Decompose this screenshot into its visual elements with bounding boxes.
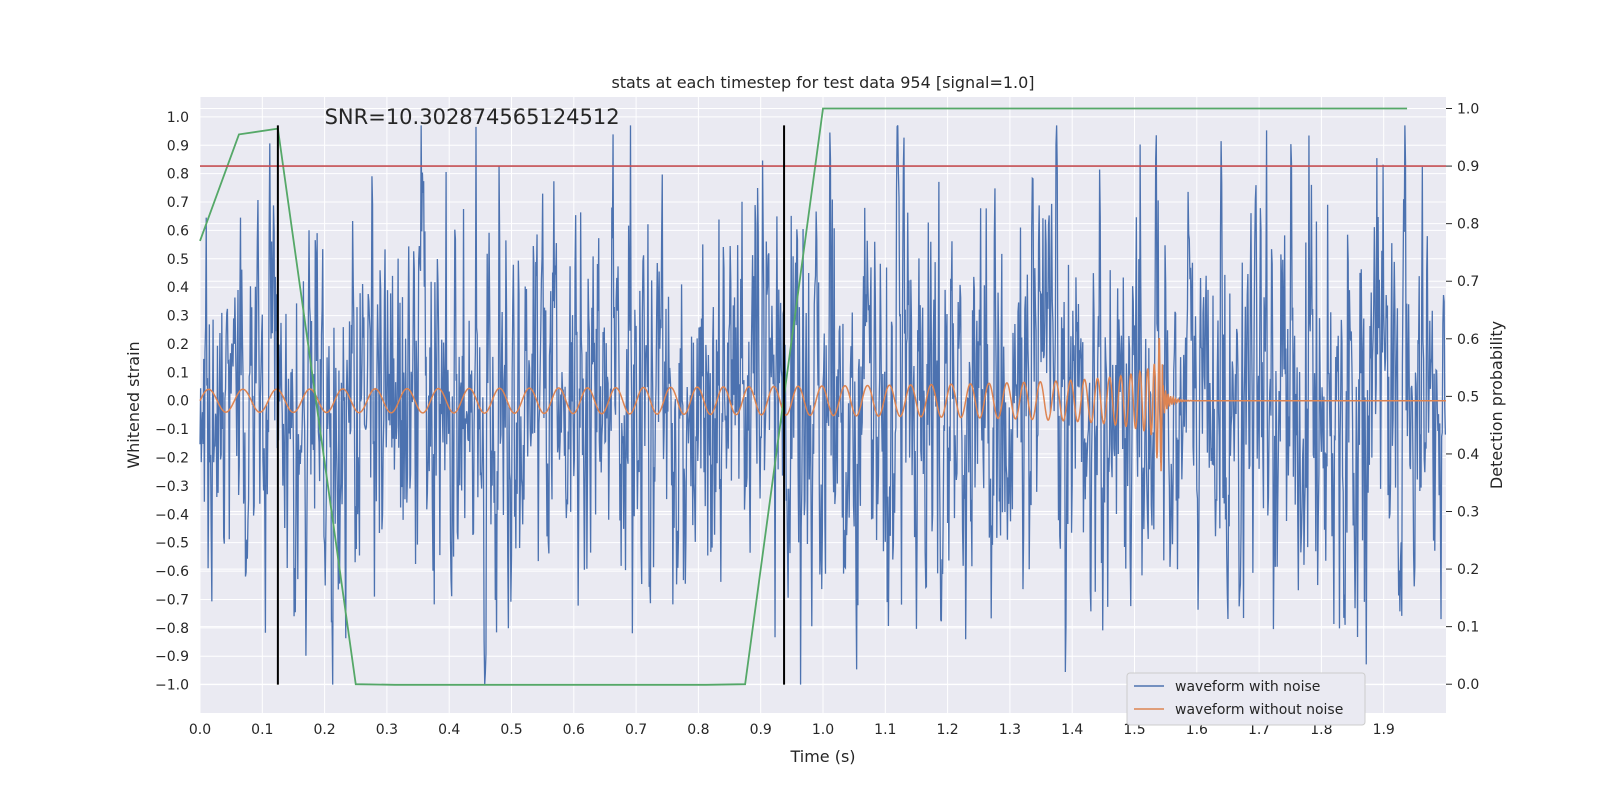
- x-tick-label: 0.2: [313, 722, 335, 738]
- x-tick-label: 0.9: [750, 722, 772, 738]
- left-y-tick-label: 0.3: [167, 309, 189, 325]
- x-tick-label: 1.5: [1123, 722, 1145, 738]
- x-tick-label: 0.8: [687, 722, 709, 738]
- x-tick-label: 1.1: [874, 722, 896, 738]
- series-waveform-with-noise: [199, 125, 1447, 685]
- left-y-tick-label: 0.9: [167, 138, 189, 154]
- right-y-tick-label: 0.6: [1457, 332, 1479, 348]
- snr-annotation: SNR=10.302874565124512: [325, 105, 620, 129]
- x-axis-label: Time (s): [789, 747, 855, 766]
- x-tick-label: 0.6: [563, 722, 585, 738]
- x-tick-label: 0.4: [438, 722, 460, 738]
- left-y-tick-label: −0.9: [155, 649, 189, 665]
- x-tick-label: 0.5: [500, 722, 522, 738]
- right-y-tick-label: 0.3: [1457, 505, 1479, 521]
- left-y-tick-label: 0.8: [167, 167, 189, 183]
- right-y-axis-label: Detection probability: [1487, 321, 1506, 489]
- right-y-tick-label: 0.2: [1457, 562, 1479, 578]
- x-tick-label: 1.9: [1373, 722, 1395, 738]
- x-tick-label: 0.3: [376, 722, 398, 738]
- x-tick-label: 0.1: [251, 722, 273, 738]
- left-y-tick-label: 0.0: [167, 394, 189, 410]
- right-y-tick-label: 1.0: [1457, 102, 1479, 118]
- series-layer: [199, 107, 1447, 686]
- left-y-tick-label: 0.7: [167, 195, 189, 211]
- x-tick-label: 0.0: [189, 722, 211, 738]
- right-y-tick-label: 0.4: [1457, 447, 1479, 463]
- left-y-tick-label: −0.4: [155, 507, 189, 523]
- x-tick-label: 1.3: [999, 722, 1021, 738]
- left-axis: −1.0 −0.9 −0.8 −0.7 −0.6 −0.5 −0.4 −0.3 −0.2 −0.1…: [155, 110, 189, 694]
- left-y-tick-label: −1.0: [155, 678, 189, 694]
- left-y-axis-label: Whitened strain: [124, 341, 143, 468]
- series-detection-probability: [199, 107, 1408, 686]
- x-tick-label: 1.2: [936, 722, 958, 738]
- legend: waveform with noise waveform without noi…: [1126, 672, 1366, 726]
- left-y-tick-label: −0.6: [155, 564, 189, 580]
- legend-label-clean: waveform without noise: [1175, 702, 1343, 718]
- left-y-tick-label: 0.6: [167, 223, 189, 239]
- right-y-tick-label: 0.1: [1457, 620, 1479, 636]
- left-y-tick-label: 0.5: [167, 252, 189, 268]
- left-y-tick-label: 0.1: [167, 365, 189, 381]
- x-tick-label: 1.6: [1186, 722, 1208, 738]
- legend-box: [1126, 672, 1366, 726]
- right-axis: 0.0 0.1 0.2 0.3 0.4 0.5 0.6 0.7 0.8 0.9 1.0: [1446, 102, 1479, 693]
- left-y-tick-label: −0.3: [155, 479, 189, 495]
- grid: [199, 97, 1446, 713]
- chart-title: stats at each timestep for test data 954…: [611, 73, 1034, 92]
- x-tick-label: 1.8: [1310, 722, 1332, 738]
- x-tick-label: 0.7: [625, 722, 647, 738]
- right-y-tick-label: 0.7: [1457, 274, 1479, 290]
- right-y-tick-label: 0.9: [1457, 159, 1479, 175]
- bottom-axis: 0.0 0.1 0.2 0.3 0.4 0.5 0.6 0.7 0.8 0.9 1.0 1.1 1.2 1…: [189, 722, 1395, 738]
- left-y-tick-label: −0.8: [155, 621, 189, 637]
- right-y-tick-label: 0.0: [1457, 677, 1479, 693]
- legend-label-noise: waveform with noise: [1175, 679, 1320, 695]
- x-tick-label: 1.7: [1248, 722, 1270, 738]
- x-tick-label: 1.0: [812, 722, 834, 738]
- left-y-tick-label: −0.5: [155, 536, 189, 552]
- left-y-tick-label: 0.4: [167, 280, 189, 296]
- left-y-tick-label: 1.0: [167, 110, 189, 126]
- left-y-tick-label: −0.2: [155, 451, 189, 467]
- series-waveform-without-noise: [199, 337, 1446, 472]
- left-y-tick-label: −0.1: [155, 422, 189, 438]
- x-tick-label: 1.4: [1061, 722, 1083, 738]
- right-y-tick-label: 0.8: [1457, 217, 1479, 233]
- left-y-tick-label: −0.7: [155, 592, 189, 608]
- right-y-tick-label: 0.5: [1457, 389, 1479, 405]
- left-y-tick-label: 0.2: [167, 337, 189, 353]
